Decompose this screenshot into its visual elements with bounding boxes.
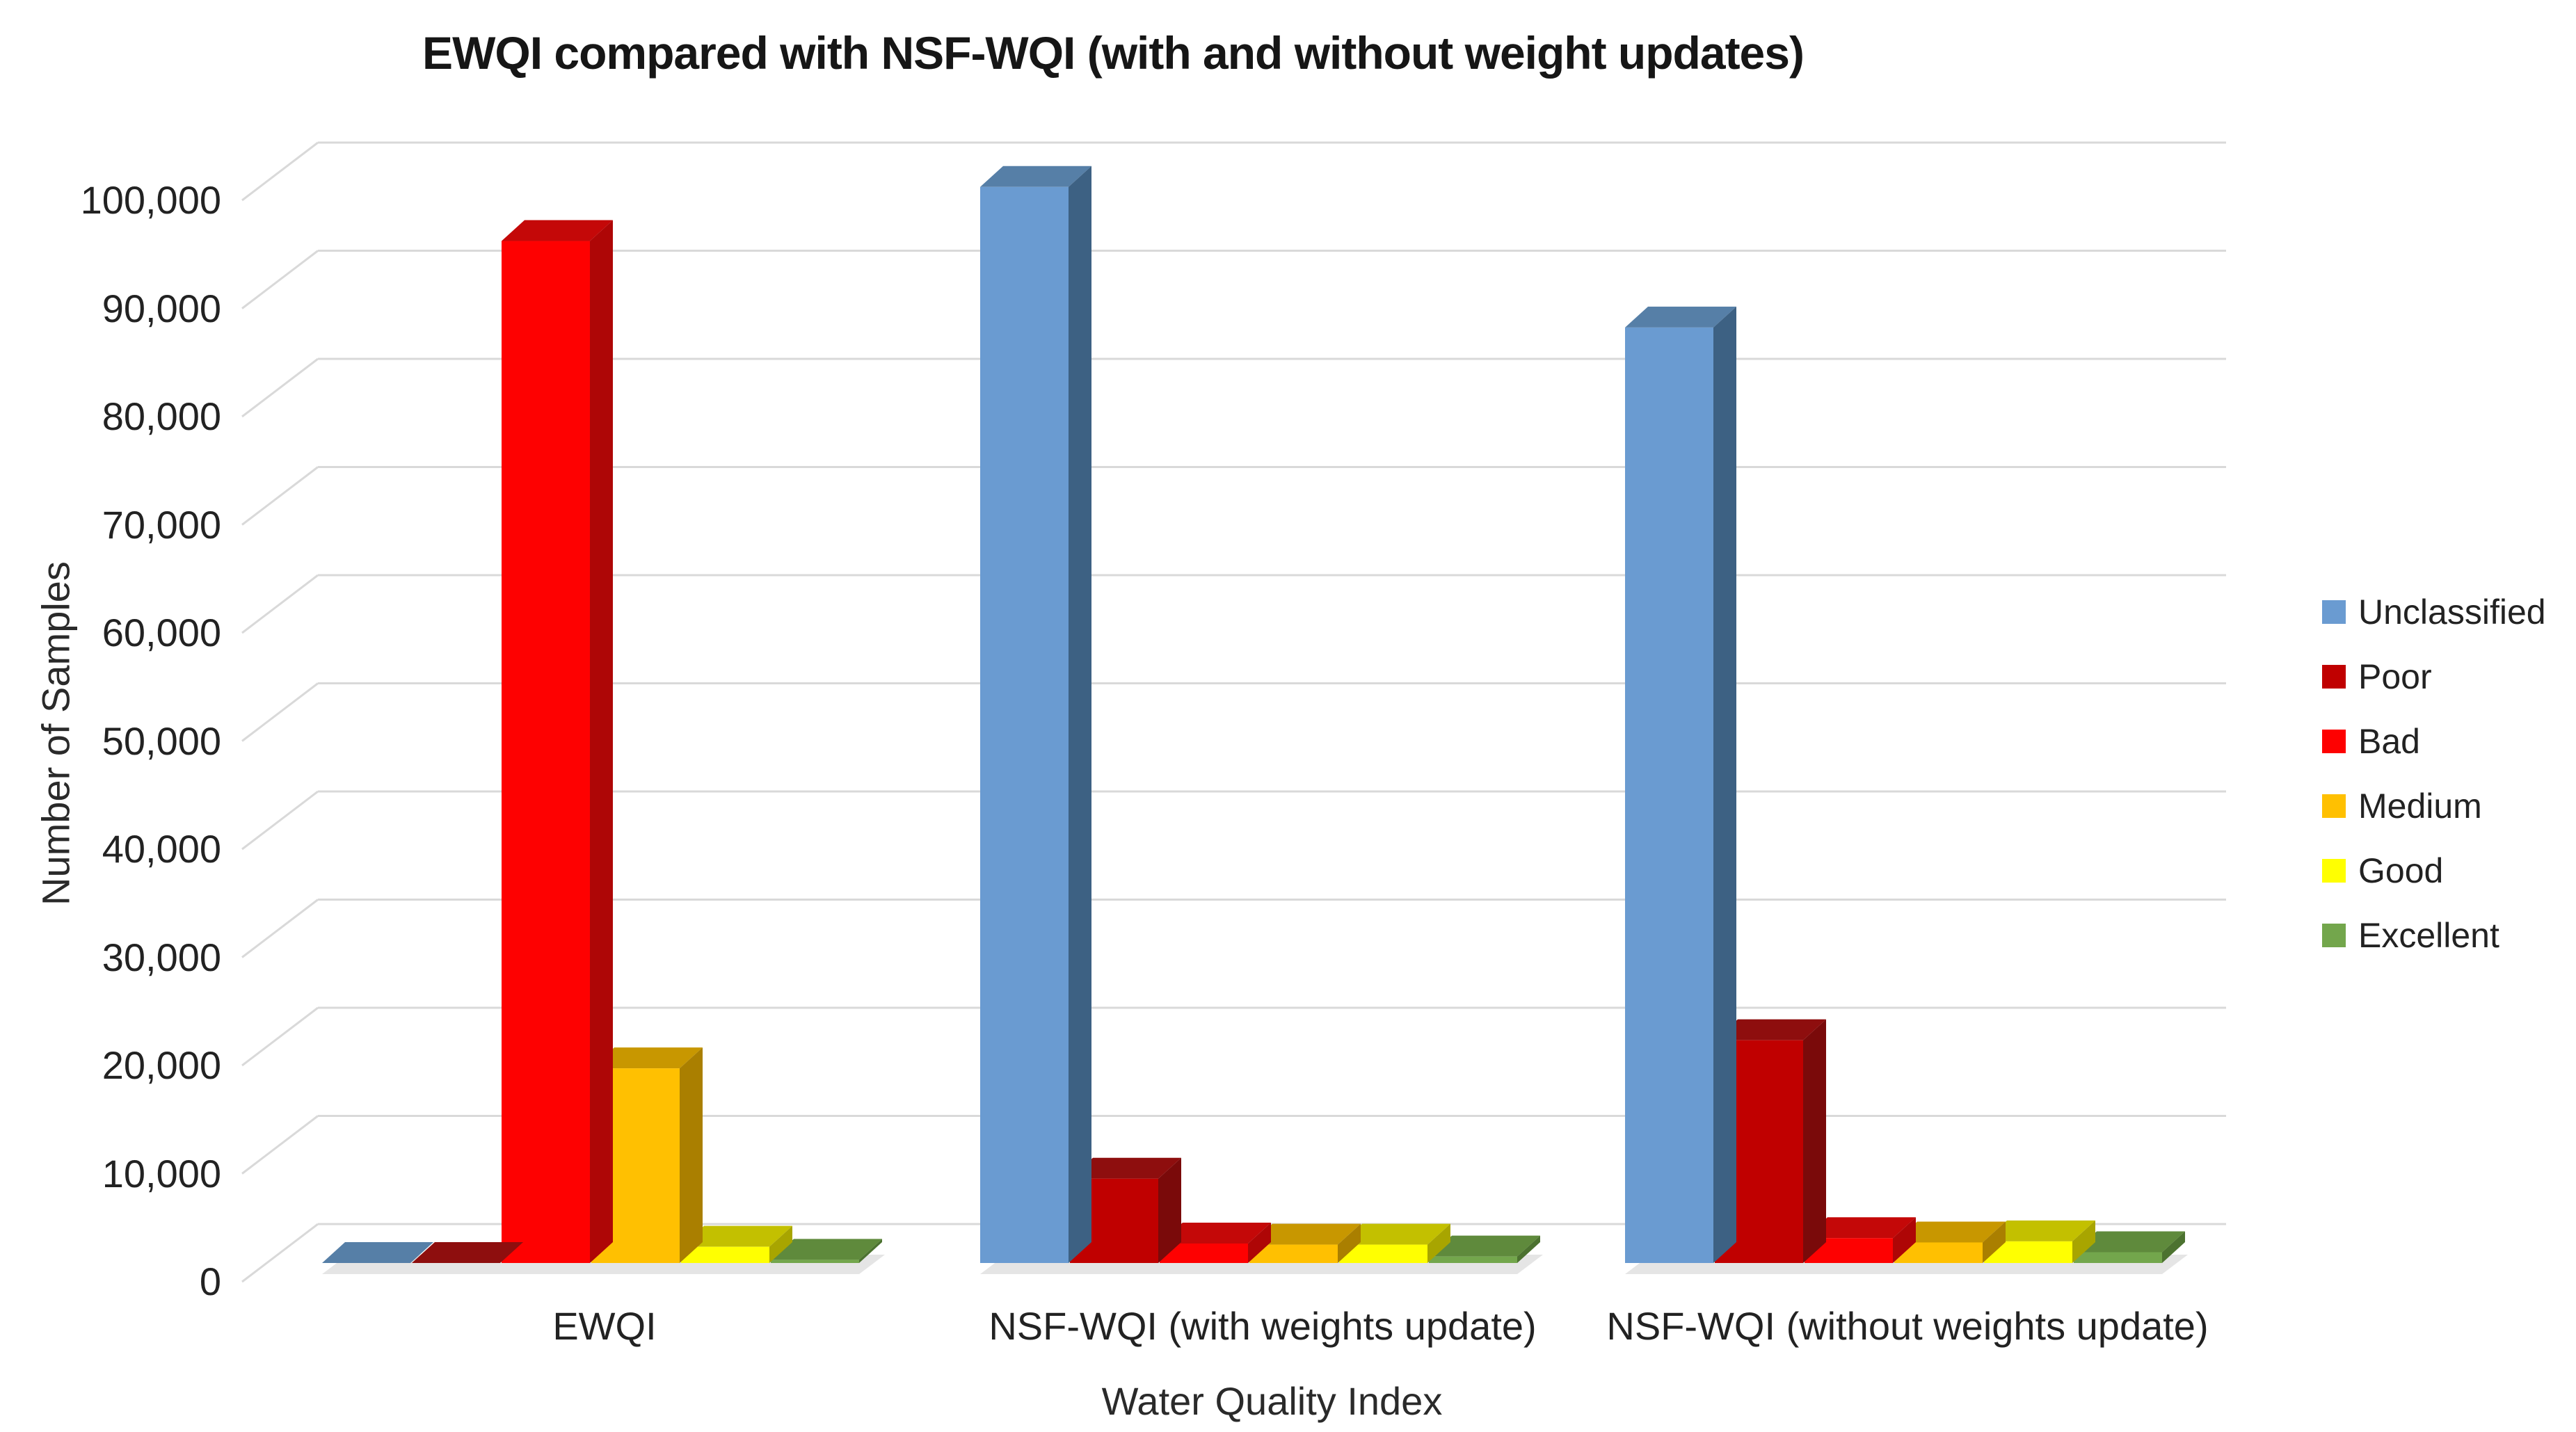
y-tick-label-0: 0 (199, 1260, 221, 1303)
bar-bad-nsf-wqi-without-weights-update-side-face (1893, 1217, 1916, 1263)
bar-medium-nsf-wqi-with-weights-update-side-face (1338, 1223, 1361, 1263)
bar-excellent-ewqi (771, 1260, 859, 1263)
category-label-nsf-wqi-without-weights-update: NSF-WQI (without weights update) (1606, 1304, 2209, 1348)
legend-label-excellent: Excellent (2358, 916, 2499, 955)
legend-swatch-icon-good (2322, 859, 2346, 883)
gridline-diagonal-80-000 (241, 357, 319, 418)
bar-poor-nsf-wqi-with-weights-update-side-face (1158, 1157, 1181, 1263)
bar-poor-nsf-wqi-without-weights-update-top-face (1715, 1019, 1826, 1040)
bar-good-ewqi-side-face (769, 1225, 792, 1263)
legend: Unclassified Poor Bad Medium Good Excellent (2322, 591, 2546, 979)
gridline-diagonal-50-000 (241, 682, 319, 742)
bar-unclassified-nsf-wqi-with-weights-update-side-face (1069, 166, 1091, 1263)
bar-unclassified-nsf-wqi-with-weights-update-top-face (980, 166, 1091, 187)
legend-label-unclassified: Unclassified (2358, 593, 2546, 631)
bar-unclassified-ewqi-flat-tile (322, 1242, 433, 1263)
bar-excellent-nsf-wqi-without-weights-update (2074, 1252, 2162, 1263)
legend-item-unclassified: Unclassified (2322, 591, 2546, 633)
bar-bad-nsf-wqi-with-weights-update-top-face (1160, 1223, 1271, 1244)
bar-bad-ewqi-side-face (590, 220, 613, 1263)
bar-good-ewqi-top-face (681, 1225, 792, 1247)
bar-medium-ewqi-side-face (680, 1047, 703, 1263)
legend-item-good: Good (2322, 850, 2546, 892)
bar-excellent-ewqi-top-face (771, 1239, 882, 1260)
y-tick-label-20-000: 20,000 (102, 1043, 221, 1087)
bar-excellent-nsf-wqi-without-weights-update-side-face (2162, 1231, 2185, 1263)
bar-unclassified-nsf-wqi-with-weights-update (980, 186, 1069, 1263)
legend-label-medium: Medium (2358, 787, 2482, 826)
legend-swatch-icon-medium (2322, 794, 2346, 818)
bar-medium-nsf-wqi-without-weights-update-top-face (1894, 1221, 2006, 1243)
gridline-diagonal-40-000 (241, 790, 319, 851)
legend-swatch-icon-excellent (2322, 924, 2346, 947)
bar-poor-ewqi-flat-tile (412, 1242, 523, 1263)
legend-swatch-icon-poor (2322, 665, 2346, 689)
bar-bad-ewqi-top-face (502, 220, 613, 241)
bar-unclassified-nsf-wqi-without-weights-update-side-face (1713, 306, 1736, 1263)
bar-medium-nsf-wqi-with-weights-update-top-face (1249, 1223, 1361, 1245)
bar-medium-ewqi-top-face (591, 1047, 703, 1069)
bar-poor-nsf-wqi-without-weights-update-side-face (1803, 1019, 1826, 1263)
bar-poor-nsf-wqi-with-weights-update-top-face (1070, 1157, 1181, 1179)
bar-excellent-ewqi-side-face (859, 1239, 882, 1263)
legend-label-bad: Bad (2358, 722, 2420, 761)
bar-excellent-nsf-wqi-with-weights-update-top-face (1429, 1235, 1540, 1257)
gridline-diagonal-60-000 (241, 574, 319, 634)
y-tick-label-40-000: 40,000 (102, 827, 221, 871)
y-tick-label-80-000: 80,000 (102, 394, 221, 438)
legend-swatch-icon-bad (2322, 730, 2346, 753)
bar-unclassified-nsf-wqi-without-weights-update (1625, 327, 1713, 1263)
x-axis-title: Water Quality Index (1101, 1379, 1443, 1423)
gridline-diagonal-20-000 (241, 1006, 319, 1067)
gridline-diagonal-30-000 (241, 899, 319, 958)
bar-good-nsf-wqi-without-weights-update-top-face (1984, 1220, 2095, 1241)
y-tick-label-100-000: 100,000 (80, 178, 221, 222)
bar-bad-ewqi (502, 241, 590, 1263)
legend-item-bad: Bad (2322, 721, 2546, 762)
legend-swatch-icon-unclassified (2322, 600, 2346, 624)
bar-good-nsf-wqi-with-weights-update-side-face (1427, 1223, 1450, 1263)
legend-label-good: Good (2358, 851, 2444, 890)
legend-item-poor: Poor (2322, 656, 2546, 698)
bar-good-nsf-wqi-without-weights-update-side-face (2072, 1220, 2095, 1263)
bar-bad-nsf-wqi-without-weights-update-top-face (1805, 1217, 1916, 1239)
y-tick-label-50-000: 50,000 (102, 718, 221, 763)
gridline-diagonal-70-000 (241, 466, 319, 526)
bar-unclassified-nsf-wqi-without-weights-update-top-face (1625, 306, 1736, 328)
gridline-diagonal-90-000 (241, 250, 319, 309)
bar-medium-nsf-wqi-without-weights-update-side-face (1983, 1221, 2006, 1263)
gridline-diagonal-100-000 (241, 141, 319, 202)
y-tick-label-10-000: 10,000 (102, 1151, 221, 1196)
bar-excellent-nsf-wqi-with-weights-update (1429, 1256, 1517, 1263)
category-label-nsf-wqi-with-weights-update: NSF-WQI (with weights update) (989, 1304, 1537, 1348)
bar-good-ewqi (681, 1246, 769, 1263)
y-tick-label-70-000: 70,000 (102, 502, 221, 547)
bar-bad-nsf-wqi-with-weights-update-side-face (1248, 1223, 1271, 1263)
bar-excellent-nsf-wqi-without-weights-update-top-face (2074, 1231, 2185, 1253)
chart-title: EWQI compared with NSF-WQI (with and wit… (422, 27, 1805, 79)
y-tick-label-60-000: 60,000 (102, 611, 221, 654)
bar-excellent-nsf-wqi-with-weights-update-side-face (1517, 1235, 1540, 1263)
category-label-ewqi: EWQI (552, 1304, 657, 1348)
y-tick-label-90-000: 90,000 (102, 286, 221, 330)
legend-label-poor: Poor (2358, 657, 2432, 696)
legend-item-excellent: Excellent (2322, 915, 2546, 956)
gridline-diagonal-10-000 (241, 1115, 319, 1175)
legend-item-medium: Medium (2322, 785, 2546, 827)
y-tick-label-30-000: 30,000 (102, 935, 221, 979)
bar-good-nsf-wqi-with-weights-update-top-face (1339, 1223, 1450, 1245)
gridline-diagonal-0 (241, 1223, 319, 1283)
